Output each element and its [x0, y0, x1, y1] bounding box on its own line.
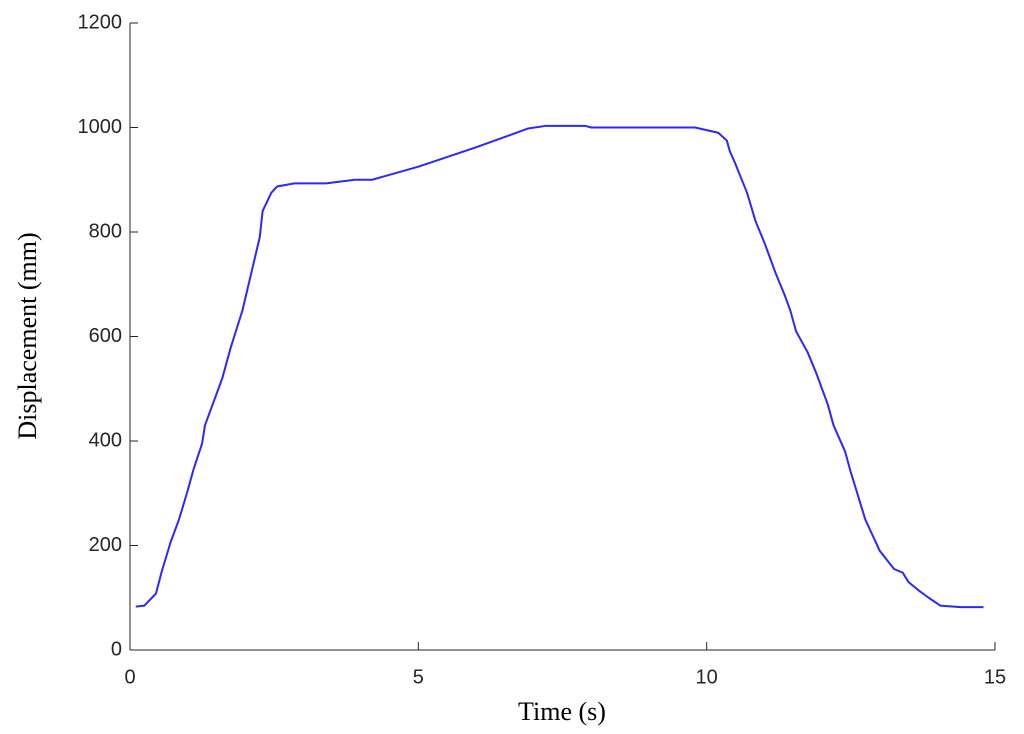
y-tick-label: 600 — [89, 325, 122, 347]
y-tick-label: 0 — [111, 638, 122, 660]
y-axis-label: Displacement (mm) — [13, 232, 42, 439]
y-tick-label: 800 — [89, 220, 122, 242]
x-tick-label: 5 — [413, 666, 424, 688]
y-tick-label: 1000 — [78, 116, 123, 138]
x-tick-label: 0 — [124, 666, 135, 688]
data-line — [135, 124, 984, 609]
y-tick-label: 200 — [89, 534, 122, 556]
x-tick-label: 10 — [696, 666, 718, 688]
x-axis-label: Time (s) — [518, 697, 606, 726]
y-tick-label: 1200 — [78, 11, 123, 33]
y-tick-label: 400 — [89, 429, 122, 451]
x-tick-label: 15 — [984, 666, 1006, 688]
